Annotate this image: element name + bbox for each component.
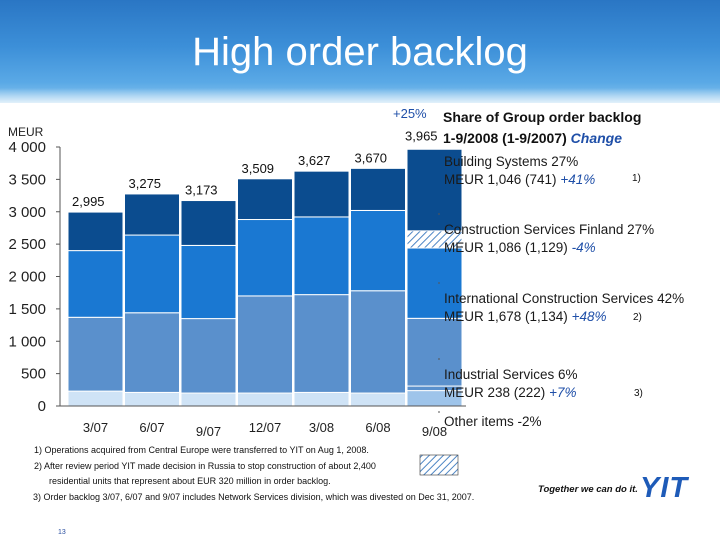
- footnotes: 1) Operations acquired from Central Euro…: [33, 443, 534, 505]
- y-tick-label: 3 500: [8, 171, 46, 188]
- bar-total-label: 3,965: [405, 128, 438, 143]
- legend-item-industrial-services: Industrial Services 6% MEUR 238 (222) +7…: [444, 366, 578, 402]
- legend-item-international-construction: International Construction Services 42% …: [444, 290, 684, 326]
- x-tick-label: 6/08: [365, 420, 390, 435]
- legend-item-change: -4%: [571, 240, 596, 255]
- header-fade: [0, 88, 720, 108]
- total-labels: 2,995 3,275 3,173 3,509 3,627 3,670 3,965: [72, 128, 438, 209]
- x-tick-label: 9/08: [422, 424, 447, 439]
- bar-segment: [180, 244, 237, 320]
- bar-segment: [124, 391, 180, 407]
- bar-segment: [237, 178, 293, 221]
- footnote-2: 2) After review period YIT made decision…: [34, 460, 376, 471]
- legend-item-title: Other items -2%: [444, 414, 542, 429]
- bar-segment: [350, 392, 406, 407]
- bar-total-label: 3,275: [129, 176, 162, 191]
- legend-note-2: 2): [633, 312, 642, 323]
- legend-hatch-swatch: [419, 454, 459, 476]
- legend-heading: Share of Group order backlog 1-9/2008 (1…: [443, 107, 641, 149]
- legend-item-building-systems: Building Systems 27% MEUR 1,046 (741) +4…: [444, 153, 595, 189]
- bar-total-label: 3,627: [298, 153, 331, 168]
- x-axis: 3/07 6/07 9/07 12/07 3/08 6/08 9/08: [60, 405, 466, 439]
- x-tick-label: 12/07: [249, 420, 282, 435]
- bars: [67, 148, 463, 407]
- legend-item-value: MEUR 1,678 (1,134): [444, 309, 568, 324]
- legend-item-value: MEUR 238 (222): [444, 385, 546, 400]
- legend-item-title: International Construction Services 42%: [444, 291, 685, 306]
- bar-segment: [124, 234, 180, 314]
- bar-segment: [124, 312, 180, 393]
- bar-segment: [67, 250, 124, 318]
- legend-item-construction-finland: Construction Services Finland 27% MEUR 1…: [444, 221, 654, 257]
- slogan: Together we can do it.: [538, 484, 638, 495]
- legend-item-value: MEUR 1,086 (1,129): [444, 240, 568, 255]
- bar-segment: [350, 209, 406, 292]
- footnote-3: 3) Order backlog 3/07, 6/07 and 9/07 inc…: [33, 491, 475, 502]
- bar-segment: [293, 294, 350, 393]
- legend-note-1: 1): [632, 173, 641, 184]
- y-tick-label: 1 500: [8, 301, 46, 318]
- page-number: 13: [58, 529, 66, 536]
- bar-segment: [293, 216, 350, 296]
- bar-segment-hatched: [406, 230, 463, 249]
- bar-segment: [406, 317, 463, 387]
- legend-heading-line1: Share of Group order backlog: [443, 109, 642, 125]
- bar-segment: [180, 200, 237, 246]
- x-tick-label: 3/07: [83, 420, 108, 435]
- legend-item-other-items: Other items -2%: [444, 413, 542, 431]
- legend-item-title: Construction Services Finland 27%: [444, 222, 655, 237]
- legend-item-change: +7%: [549, 385, 577, 400]
- bar-total-label: 2,995: [72, 194, 105, 209]
- x-tick-label: 6/07: [139, 420, 164, 435]
- legend-item-change: +41%: [560, 172, 596, 187]
- y-tick-label: 2 500: [8, 236, 46, 253]
- bar-segment: [350, 290, 406, 394]
- footnote-1: 1) Operations acquired from Central Euro…: [34, 445, 369, 455]
- legend-item-change: +48%: [571, 309, 607, 324]
- header-band: [0, 0, 720, 103]
- bar-segment: [237, 392, 293, 407]
- footnote-2-continued: residential units that represent about E…: [49, 476, 331, 486]
- y-tick-label: 0: [38, 398, 46, 415]
- bar-segment: [67, 316, 124, 392]
- legend-note-3: 3): [634, 388, 643, 399]
- slide-title: High order backlog: [192, 30, 528, 74]
- y-tick-label: 500: [21, 366, 46, 383]
- legend-item-value: MEUR 1,046 (741): [444, 172, 557, 187]
- bar-segment: [67, 211, 124, 252]
- bar-segment: [180, 318, 237, 394]
- legend-heading-line2: 1-9/2008 (1-9/2007): [443, 130, 567, 146]
- y-tick-label: 1 000: [8, 333, 46, 350]
- bar-total-label: 3,670: [355, 150, 388, 165]
- y-tick-label: 2 000: [8, 269, 46, 286]
- y-tick-label: 3 000: [8, 204, 46, 221]
- x-tick-label: 9/07: [196, 424, 221, 439]
- bar-segment: [124, 193, 180, 236]
- legend-item-title: Industrial Services 6%: [444, 367, 578, 382]
- legend-item-title: Building Systems 27%: [444, 154, 579, 169]
- yit-logo: YIT: [640, 472, 689, 504]
- legend-swatches: [419, 213, 459, 476]
- bar-segment: [293, 170, 350, 218]
- y-axis: 0 500 1 000 1 500 2 000 2 500 3 000 3 500 4 000: [8, 139, 61, 415]
- change-label: +25%: [393, 106, 427, 121]
- bar-segment: [293, 391, 350, 407]
- y-tick-label: 4 000: [8, 139, 46, 156]
- bar-total-label: 3,509: [242, 161, 275, 176]
- unit-label: MEUR: [8, 125, 44, 139]
- x-tick-label: 3/08: [309, 420, 334, 435]
- bar-segment: [350, 167, 406, 211]
- bar-segment: [180, 392, 237, 407]
- bar-segment: [237, 219, 293, 297]
- bar-total-label: 3,173: [185, 183, 218, 198]
- legend-heading-change: Change: [570, 130, 622, 146]
- bar-segment: [237, 295, 293, 394]
- bar-segment: [67, 390, 124, 407]
